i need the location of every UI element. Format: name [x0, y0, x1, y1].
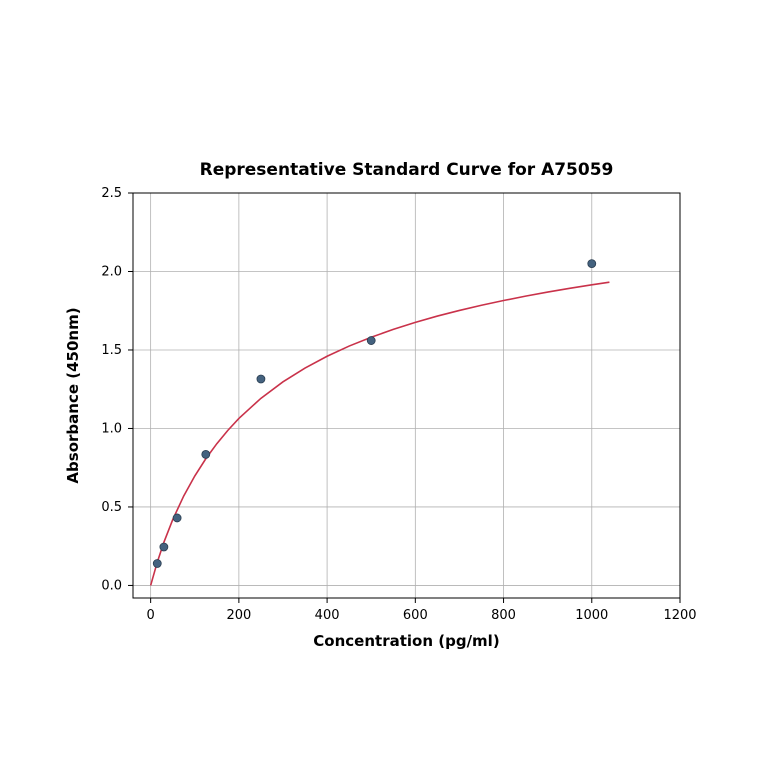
x-tick-label: 1000	[575, 608, 608, 623]
x-tick-label: 600	[403, 608, 428, 623]
data-point	[173, 514, 181, 522]
x-tick-label: 200	[226, 608, 251, 623]
plot-bg	[133, 193, 680, 598]
x-tick-label: 400	[315, 608, 340, 623]
y-tick-label: 0.0	[101, 578, 122, 593]
data-point	[202, 450, 210, 458]
x-tick-label: 1200	[663, 608, 696, 623]
data-point	[367, 337, 375, 345]
data-point	[160, 543, 168, 551]
y-tick-label: 2.0	[101, 264, 122, 279]
data-point	[257, 375, 265, 383]
y-tick-label: 2.5	[101, 186, 122, 201]
data-point	[588, 260, 596, 268]
y-tick-label: 1.5	[101, 343, 122, 358]
chart-title: Representative Standard Curve for A75059	[200, 160, 614, 180]
y-axis-label: Absorbance (450nm)	[64, 307, 82, 483]
x-axis-label: Concentration (pg/ml)	[313, 632, 499, 650]
data-point	[153, 559, 161, 567]
chart-svg: 0 200 400 600 800 1000 1200 0.0 0.5 1.0 1.5 2.0 2.5 C…	[0, 0, 764, 764]
y-tick-label: 0.5	[101, 500, 122, 515]
y-tick-label: 1.0	[101, 421, 122, 436]
chart-container: 0 200 400 600 800 1000 1200 0.0 0.5 1.0 1.5 2.0 2.5 C…	[0, 0, 764, 764]
x-tick-label: 800	[491, 608, 516, 623]
x-tick-label: 0	[147, 608, 155, 623]
